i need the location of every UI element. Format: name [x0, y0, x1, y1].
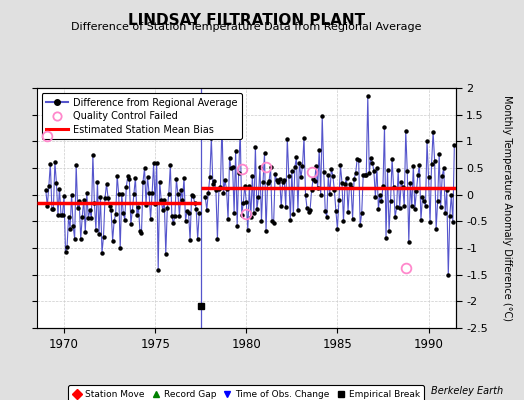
Legend: Station Move, Record Gap, Time of Obs. Change, Empirical Break: Station Move, Record Gap, Time of Obs. C…: [68, 385, 424, 400]
Y-axis label: Monthly Temperature Anomaly Difference (°C): Monthly Temperature Anomaly Difference (…: [502, 95, 512, 321]
Text: Berkeley Earth: Berkeley Earth: [431, 386, 503, 396]
Text: Difference of Station Temperature Data from Regional Average: Difference of Station Temperature Data f…: [71, 22, 421, 32]
Text: LINDSAY FILTRATION PLANT: LINDSAY FILTRATION PLANT: [128, 13, 365, 28]
